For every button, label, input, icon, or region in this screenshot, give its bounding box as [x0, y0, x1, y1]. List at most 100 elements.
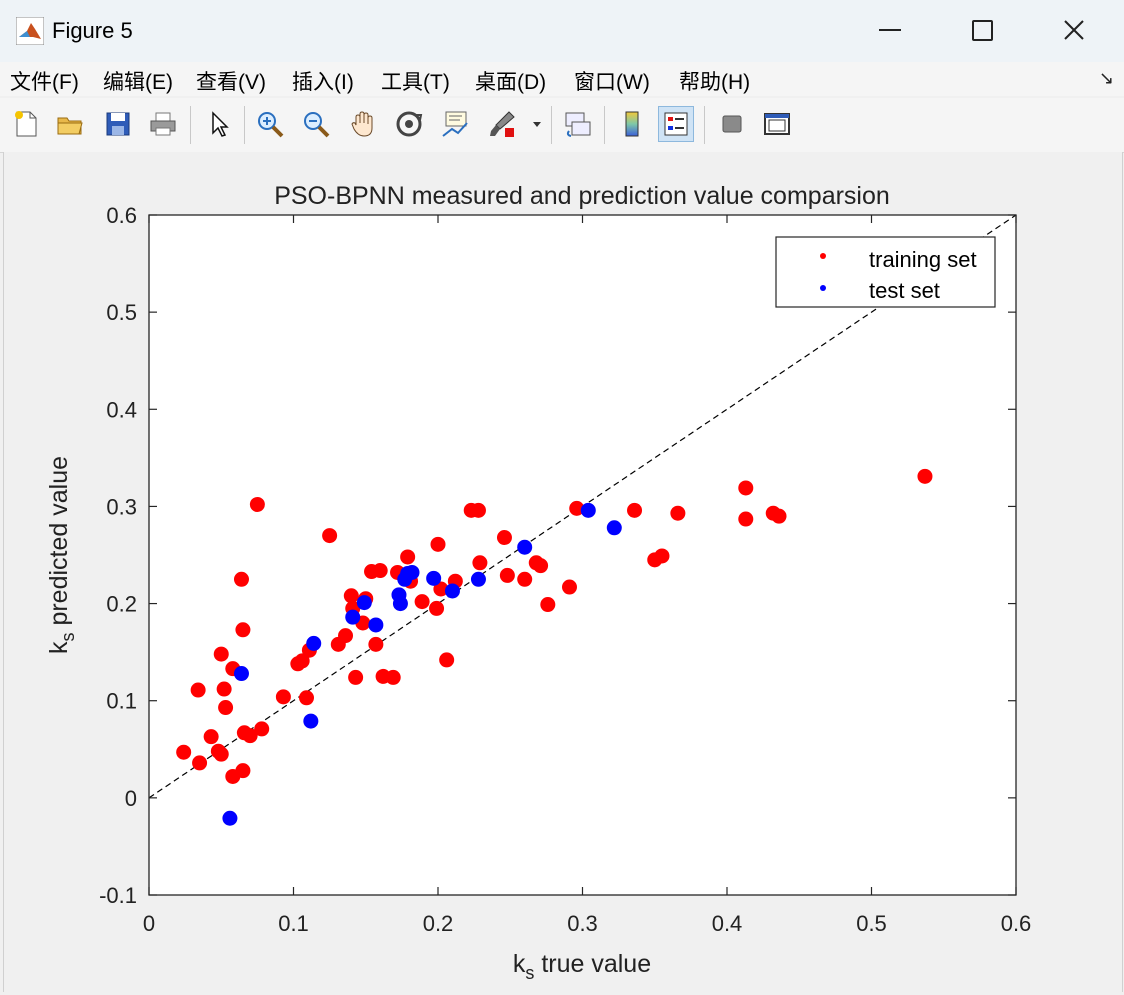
new-figure-icon[interactable] [8, 106, 44, 142]
x-axis-label: ks true value [513, 950, 651, 983]
scatter-chart: PSO-BPNN measured and prediction value c… [45, 182, 1031, 983]
rotate-3d-icon[interactable] [391, 106, 427, 142]
series-training [176, 468, 933, 784]
open-icon[interactable] [52, 106, 88, 142]
data-point [190, 682, 206, 698]
data-point [235, 622, 251, 638]
colorbar-icon[interactable] [614, 106, 650, 142]
data-point [627, 502, 643, 518]
x-tick-label: 0.2 [423, 911, 454, 936]
window-title: Figure 5 [52, 18, 133, 43]
close-button[interactable] [1046, 8, 1102, 52]
data-cursor-icon[interactable] [437, 106, 473, 142]
data-point [400, 549, 416, 565]
hide-plot-tools-icon[interactable] [714, 106, 750, 142]
data-point [499, 567, 515, 583]
toolbar-separator [551, 106, 552, 144]
select-arrow-icon[interactable] [200, 106, 236, 142]
y-tick-label: 0.4 [106, 397, 137, 422]
legend-icon[interactable] [658, 106, 694, 142]
data-point [213, 646, 229, 662]
close-icon [1064, 20, 1084, 40]
y-axis-label-base: k [45, 641, 73, 654]
zoom-out-icon[interactable] [298, 106, 334, 142]
data-point [192, 755, 208, 771]
y-axis-label: ks predicted value [45, 456, 78, 654]
brush-icon[interactable] [484, 106, 520, 142]
minimize-icon [879, 29, 901, 31]
data-point [348, 669, 364, 685]
chart-title: PSO-BPNN measured and prediction value c… [274, 182, 890, 210]
data-point [385, 669, 401, 685]
data-point [533, 558, 549, 574]
data-point [306, 635, 322, 651]
matlab-logo-icon [16, 17, 44, 45]
toolbar-separator [704, 106, 705, 144]
data-point [433, 581, 449, 597]
data-point [222, 810, 238, 826]
link-plot-icon[interactable] [560, 106, 596, 142]
data-point [561, 579, 577, 595]
legend-box [775, 236, 996, 308]
menu-file[interactable]: 文件(F) [10, 71, 79, 94]
menu-view[interactable]: 查看(V) [196, 71, 266, 94]
axis-ticks-group: 0 0.1 0.2 0.3 0.4 0.5 0.6-0.100.10.20.30.40.50… [99, 203, 1031, 936]
save-icon[interactable] [100, 106, 136, 142]
data-point [303, 713, 319, 729]
legend-label-test: test set [869, 278, 940, 303]
data-point [213, 746, 229, 762]
series-test [222, 502, 622, 826]
data-point [392, 596, 408, 612]
menu-edit[interactable]: 编辑(E) [103, 71, 173, 94]
data-point [203, 729, 219, 745]
data-point [439, 652, 455, 668]
data-point [356, 595, 372, 611]
brush-dropdown-icon[interactable] [528, 106, 546, 142]
data-point [517, 539, 533, 555]
zoom-in-icon[interactable] [252, 106, 288, 142]
y-tick-label: 0.6 [106, 203, 137, 228]
y-tick-label: -0.1 [99, 883, 137, 908]
data-point [322, 528, 338, 544]
toolbar-separator [604, 106, 605, 144]
x-tick-label: 0.4 [712, 911, 743, 936]
data-point [654, 548, 670, 564]
dock-arrow-icon[interactable]: ↘ [1098, 68, 1114, 88]
data-point [540, 597, 556, 613]
maximize-button[interactable] [954, 8, 1010, 52]
menu-help[interactable]: 帮助(H) [679, 71, 751, 94]
data-point [235, 763, 251, 779]
menu-desktop[interactable]: 桌面(D) [475, 71, 547, 94]
maximize-icon [971, 19, 993, 41]
y-axis-label-sub: s [58, 633, 78, 642]
legend-label-training: training set [869, 247, 977, 272]
y-tick-label: 0.5 [106, 300, 137, 325]
data-point [249, 496, 265, 512]
axes-background [149, 215, 1016, 895]
x-tick-label: 0.3 [567, 911, 598, 936]
legend-marker-training [820, 253, 826, 259]
data-point [368, 617, 384, 633]
legend[interactable]: training set test set [775, 236, 996, 308]
toolbar-separator [190, 106, 191, 144]
data-point [738, 480, 754, 496]
data-point [294, 653, 310, 669]
print-icon[interactable] [145, 106, 181, 142]
menu-insert[interactable]: 插入(I) [292, 71, 354, 94]
data-point [299, 690, 315, 706]
menu-window[interactable]: 窗口(W) [574, 71, 650, 94]
pan-icon[interactable] [345, 106, 381, 142]
data-point [176, 744, 192, 760]
axes-box [148, 214, 1017, 896]
menu-tools[interactable]: 工具(T) [381, 71, 450, 94]
legend-marker-test [820, 285, 826, 291]
data-point [496, 530, 512, 546]
data-point [444, 583, 460, 599]
data-point [242, 728, 258, 744]
data-point [606, 520, 622, 536]
minimize-button[interactable] [862, 8, 918, 52]
figure-toolbar [0, 98, 1124, 153]
show-plot-tools-icon[interactable] [759, 106, 795, 142]
data-point [345, 609, 361, 625]
data-point [917, 468, 933, 484]
